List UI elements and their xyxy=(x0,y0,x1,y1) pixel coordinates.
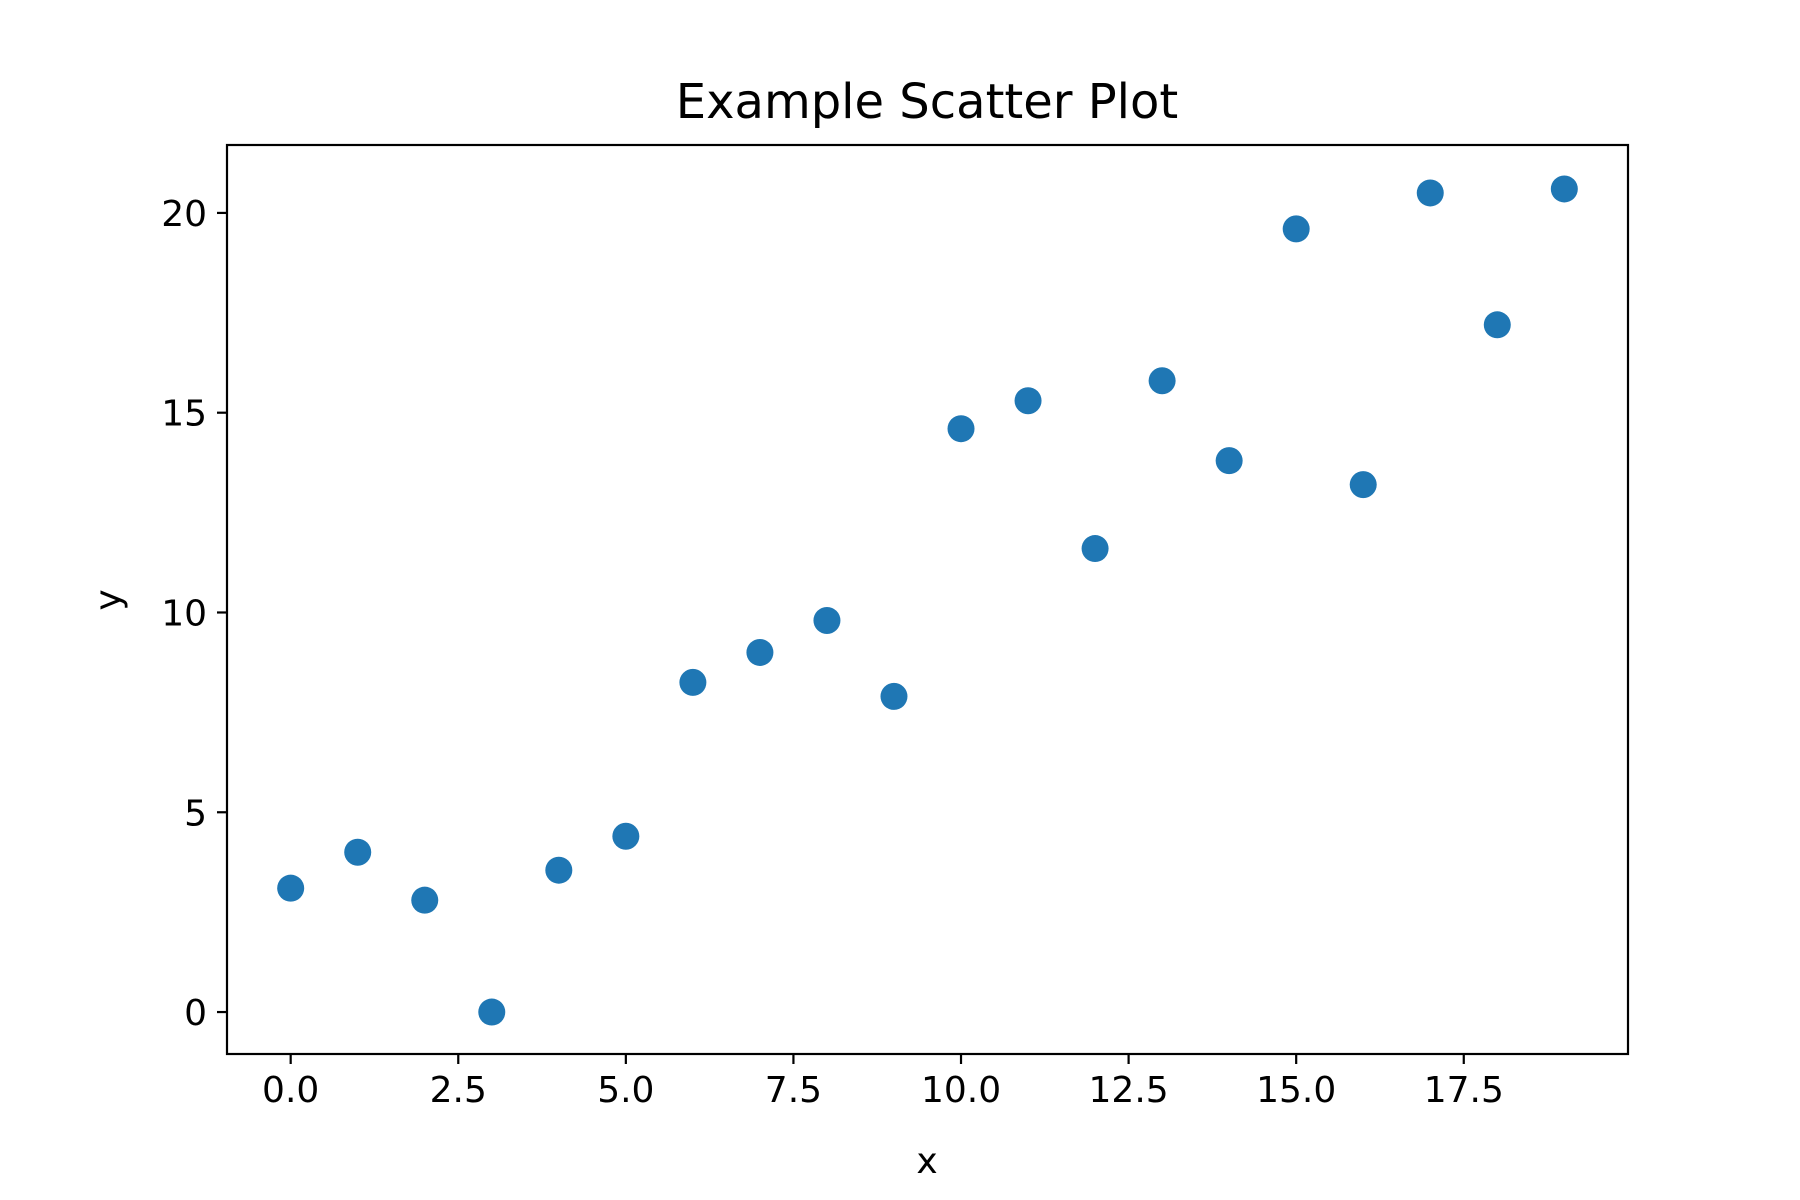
x-tick-label: 15.0 xyxy=(1256,1070,1336,1111)
y-tick-label: 10 xyxy=(161,593,207,634)
x-tick-label: 12.5 xyxy=(1089,1070,1169,1111)
scatter-point xyxy=(1550,175,1578,203)
scatter-point xyxy=(1349,471,1377,499)
scatter-point xyxy=(746,638,774,666)
chart-title: Example Scatter Plot xyxy=(676,74,1178,130)
y-axis-ticks: 0 5 10 15 20 xyxy=(161,194,227,1034)
scatter-point xyxy=(612,822,640,850)
x-axis-label: x xyxy=(916,1141,937,1182)
scatter-point xyxy=(1081,535,1109,563)
y-tick-label: 20 xyxy=(161,194,207,235)
scatter-point xyxy=(1215,447,1243,475)
scatter-point xyxy=(344,838,372,866)
scatter-point xyxy=(411,886,439,914)
scatter-points xyxy=(277,175,1578,1026)
scatter-point xyxy=(947,415,975,443)
scatter-point xyxy=(1282,215,1310,243)
x-axis-ticks: 0.0 2.5 5.0 7.5 10.0 12.5 15.0 17.5 xyxy=(262,1054,1504,1111)
x-tick-label: 2.5 xyxy=(430,1070,487,1111)
y-tick-label: 5 xyxy=(184,793,207,834)
y-tick-label: 15 xyxy=(161,394,207,435)
y-tick-label: 0 xyxy=(184,993,207,1034)
scatter-point xyxy=(679,668,707,696)
scatter-point xyxy=(1014,387,1042,415)
scatter-point xyxy=(880,682,908,710)
y-axis-label: y xyxy=(88,589,129,610)
x-tick-label: 7.5 xyxy=(765,1070,822,1111)
plot-frame xyxy=(225,143,1630,1056)
scatter-point xyxy=(478,998,506,1026)
x-tick-label: 17.5 xyxy=(1424,1070,1504,1111)
scatter-point xyxy=(813,606,841,634)
scatter-point xyxy=(277,874,305,902)
x-tick-label: 5.0 xyxy=(597,1070,654,1111)
scatter-point xyxy=(1416,179,1444,207)
scatter-point xyxy=(1148,367,1176,395)
x-tick-label: 0.0 xyxy=(262,1070,319,1111)
scatter-point xyxy=(545,856,573,884)
x-tick-label: 10.0 xyxy=(921,1070,1001,1111)
scatter-point xyxy=(1483,311,1511,339)
